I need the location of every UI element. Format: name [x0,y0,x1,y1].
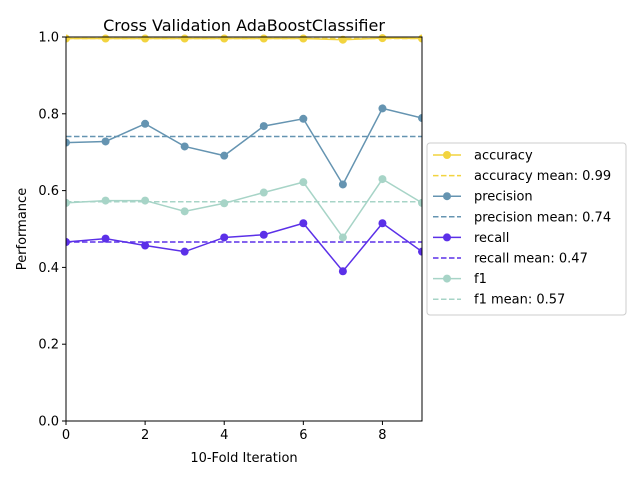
precision-point [101,137,110,146]
f1-point [378,175,387,184]
recall-point [141,241,150,250]
accuracy-point [180,34,189,43]
recall-series-line [66,222,422,273]
f1-series-line [66,178,422,239]
recall-point [338,267,347,276]
precision-point [418,114,422,123]
y-tick-label: 0.6 [38,184,59,199]
x-tick-label: 4 [220,428,228,443]
x-tick-label: 0 [62,428,70,443]
y-tick-label: 0.4 [38,261,59,276]
precision-legend-label: precision [474,190,533,205]
y-axis-label: Performance [15,188,30,270]
x-tick-label: 6 [299,428,307,443]
y-tick-label: 0.2 [38,338,59,353]
y-tick-label: 0.8 [38,107,59,122]
f1-point [101,196,110,205]
precision-point [180,142,189,151]
accuracy-point [299,34,308,43]
recall-point [299,219,308,228]
chart-title: Cross Validation AdaBoostClassifier [103,16,385,35]
x-axis-label: 10-Fold Iteration [190,451,297,466]
recall-legend-marker [443,233,451,242]
f1-point [141,196,150,205]
precision-legend-marker [443,192,451,201]
precision-point [66,138,70,147]
recall-mean-legend-label: recall mean: 0.47 [474,252,588,267]
f1-point [259,188,268,197]
recall-point [418,247,422,256]
precision-mean-legend-label: precision mean: 0.74 [474,210,611,225]
x-axis: 0 2 4 6 8 [62,421,387,443]
recall-point [220,233,229,242]
recall-point [259,230,268,239]
precision-point [338,180,347,189]
recall-point [180,247,189,256]
recall-point [66,238,70,247]
f1-point [418,198,422,207]
accuracy-point [378,34,387,43]
recall-legend-label: recall [474,231,509,246]
recall-point [378,219,387,228]
accuracy-point [259,34,268,43]
accuracy-point [220,34,229,43]
plot-frame [65,36,423,422]
f1-legend-label: f1 [474,272,487,287]
x-tick-label: 2 [141,428,149,443]
recall-point [101,234,110,243]
accuracy-series-line [66,37,422,41]
precision-point [141,119,150,128]
f1-point [220,199,229,208]
accuracy-point [101,34,110,43]
y-axis: 0.0 0.2 0.4 0.6 0.8 1.0 [38,31,66,430]
x-tick-label: 8 [378,428,386,443]
f1-point [299,178,308,187]
legend: accuracy accuracy mean: 0.99 precision prec… [426,142,627,316]
precision-point [220,151,229,160]
f1-mean-legend-label: f1 mean: 0.57 [474,293,565,308]
precision-point [378,104,387,113]
y-tick-label: 0.0 [38,415,59,430]
precision-point [259,122,268,131]
f1-legend-marker [443,274,451,283]
accuracy-mean-legend-label: accuracy mean: 0.99 [474,169,611,184]
accuracy-point [141,34,150,43]
f1-point [338,233,347,242]
legend-box [426,142,627,316]
y-tick-label: 1.0 [38,31,59,46]
accuracy-point [338,35,347,44]
accuracy-legend-label: accuracy [474,149,533,164]
f1-point [180,207,189,216]
accuracy-legend-marker [443,151,451,159]
precision-point [299,114,308,123]
f1-point [66,198,70,207]
precision-series-line [66,107,422,186]
